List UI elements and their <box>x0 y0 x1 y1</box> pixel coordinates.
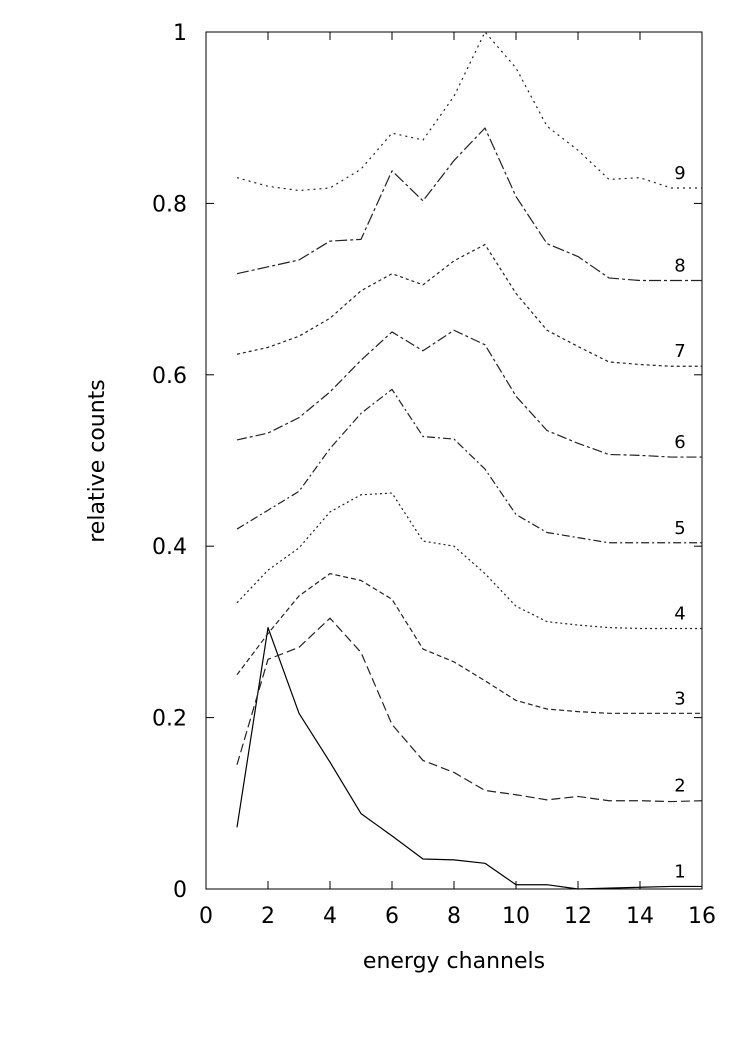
series-label-5: 5 <box>674 518 685 539</box>
y-tick-label: 1 <box>173 21 187 46</box>
series-labels: 1 2 3 4 5 6 7 8 9 <box>674 163 685 882</box>
series-lines <box>236 31 703 890</box>
axis-ticks <box>205 31 703 890</box>
x-tick-label: 12 <box>564 904 592 929</box>
series-label-4: 4 <box>674 603 685 624</box>
series-line-4 <box>236 492 702 630</box>
series-line-7 <box>236 243 702 367</box>
x-tick-label: 2 <box>261 904 275 929</box>
y-tick-label: 0.6 <box>152 364 187 389</box>
x-tick-label: 14 <box>626 904 654 929</box>
series-line-9 <box>236 31 702 192</box>
series-label-8: 8 <box>674 256 685 277</box>
x-tick-label: 10 <box>502 904 530 929</box>
y-tick-label: 0 <box>173 878 187 903</box>
series-line-5 <box>236 388 702 544</box>
x-tick-label: 8 <box>447 904 461 929</box>
series-label-3: 3 <box>674 688 685 709</box>
series-label-2: 2 <box>674 776 685 797</box>
x-axis-label: energy channels <box>363 949 545 974</box>
series-line-3 <box>236 573 702 714</box>
x-tick-label: 6 <box>385 904 399 929</box>
x-tick-label: 0 <box>199 904 213 929</box>
y-axis-label: relative counts <box>85 379 110 543</box>
series-label-1: 1 <box>674 861 685 882</box>
series-line-1 <box>236 627 702 890</box>
series-label-7: 7 <box>674 341 685 362</box>
series-line-6 <box>236 329 702 458</box>
series-label-9: 9 <box>674 163 685 184</box>
y-tick-label: 0.4 <box>152 535 187 560</box>
y-tick-label: 0.8 <box>152 192 187 217</box>
series-line-2 <box>236 617 703 803</box>
x-tick-label: 16 <box>688 904 716 929</box>
x-tick-label: 4 <box>323 904 337 929</box>
series-line-8 <box>236 127 702 282</box>
y-tick-label: 0.2 <box>152 707 187 732</box>
series-label-6: 6 <box>674 432 685 453</box>
